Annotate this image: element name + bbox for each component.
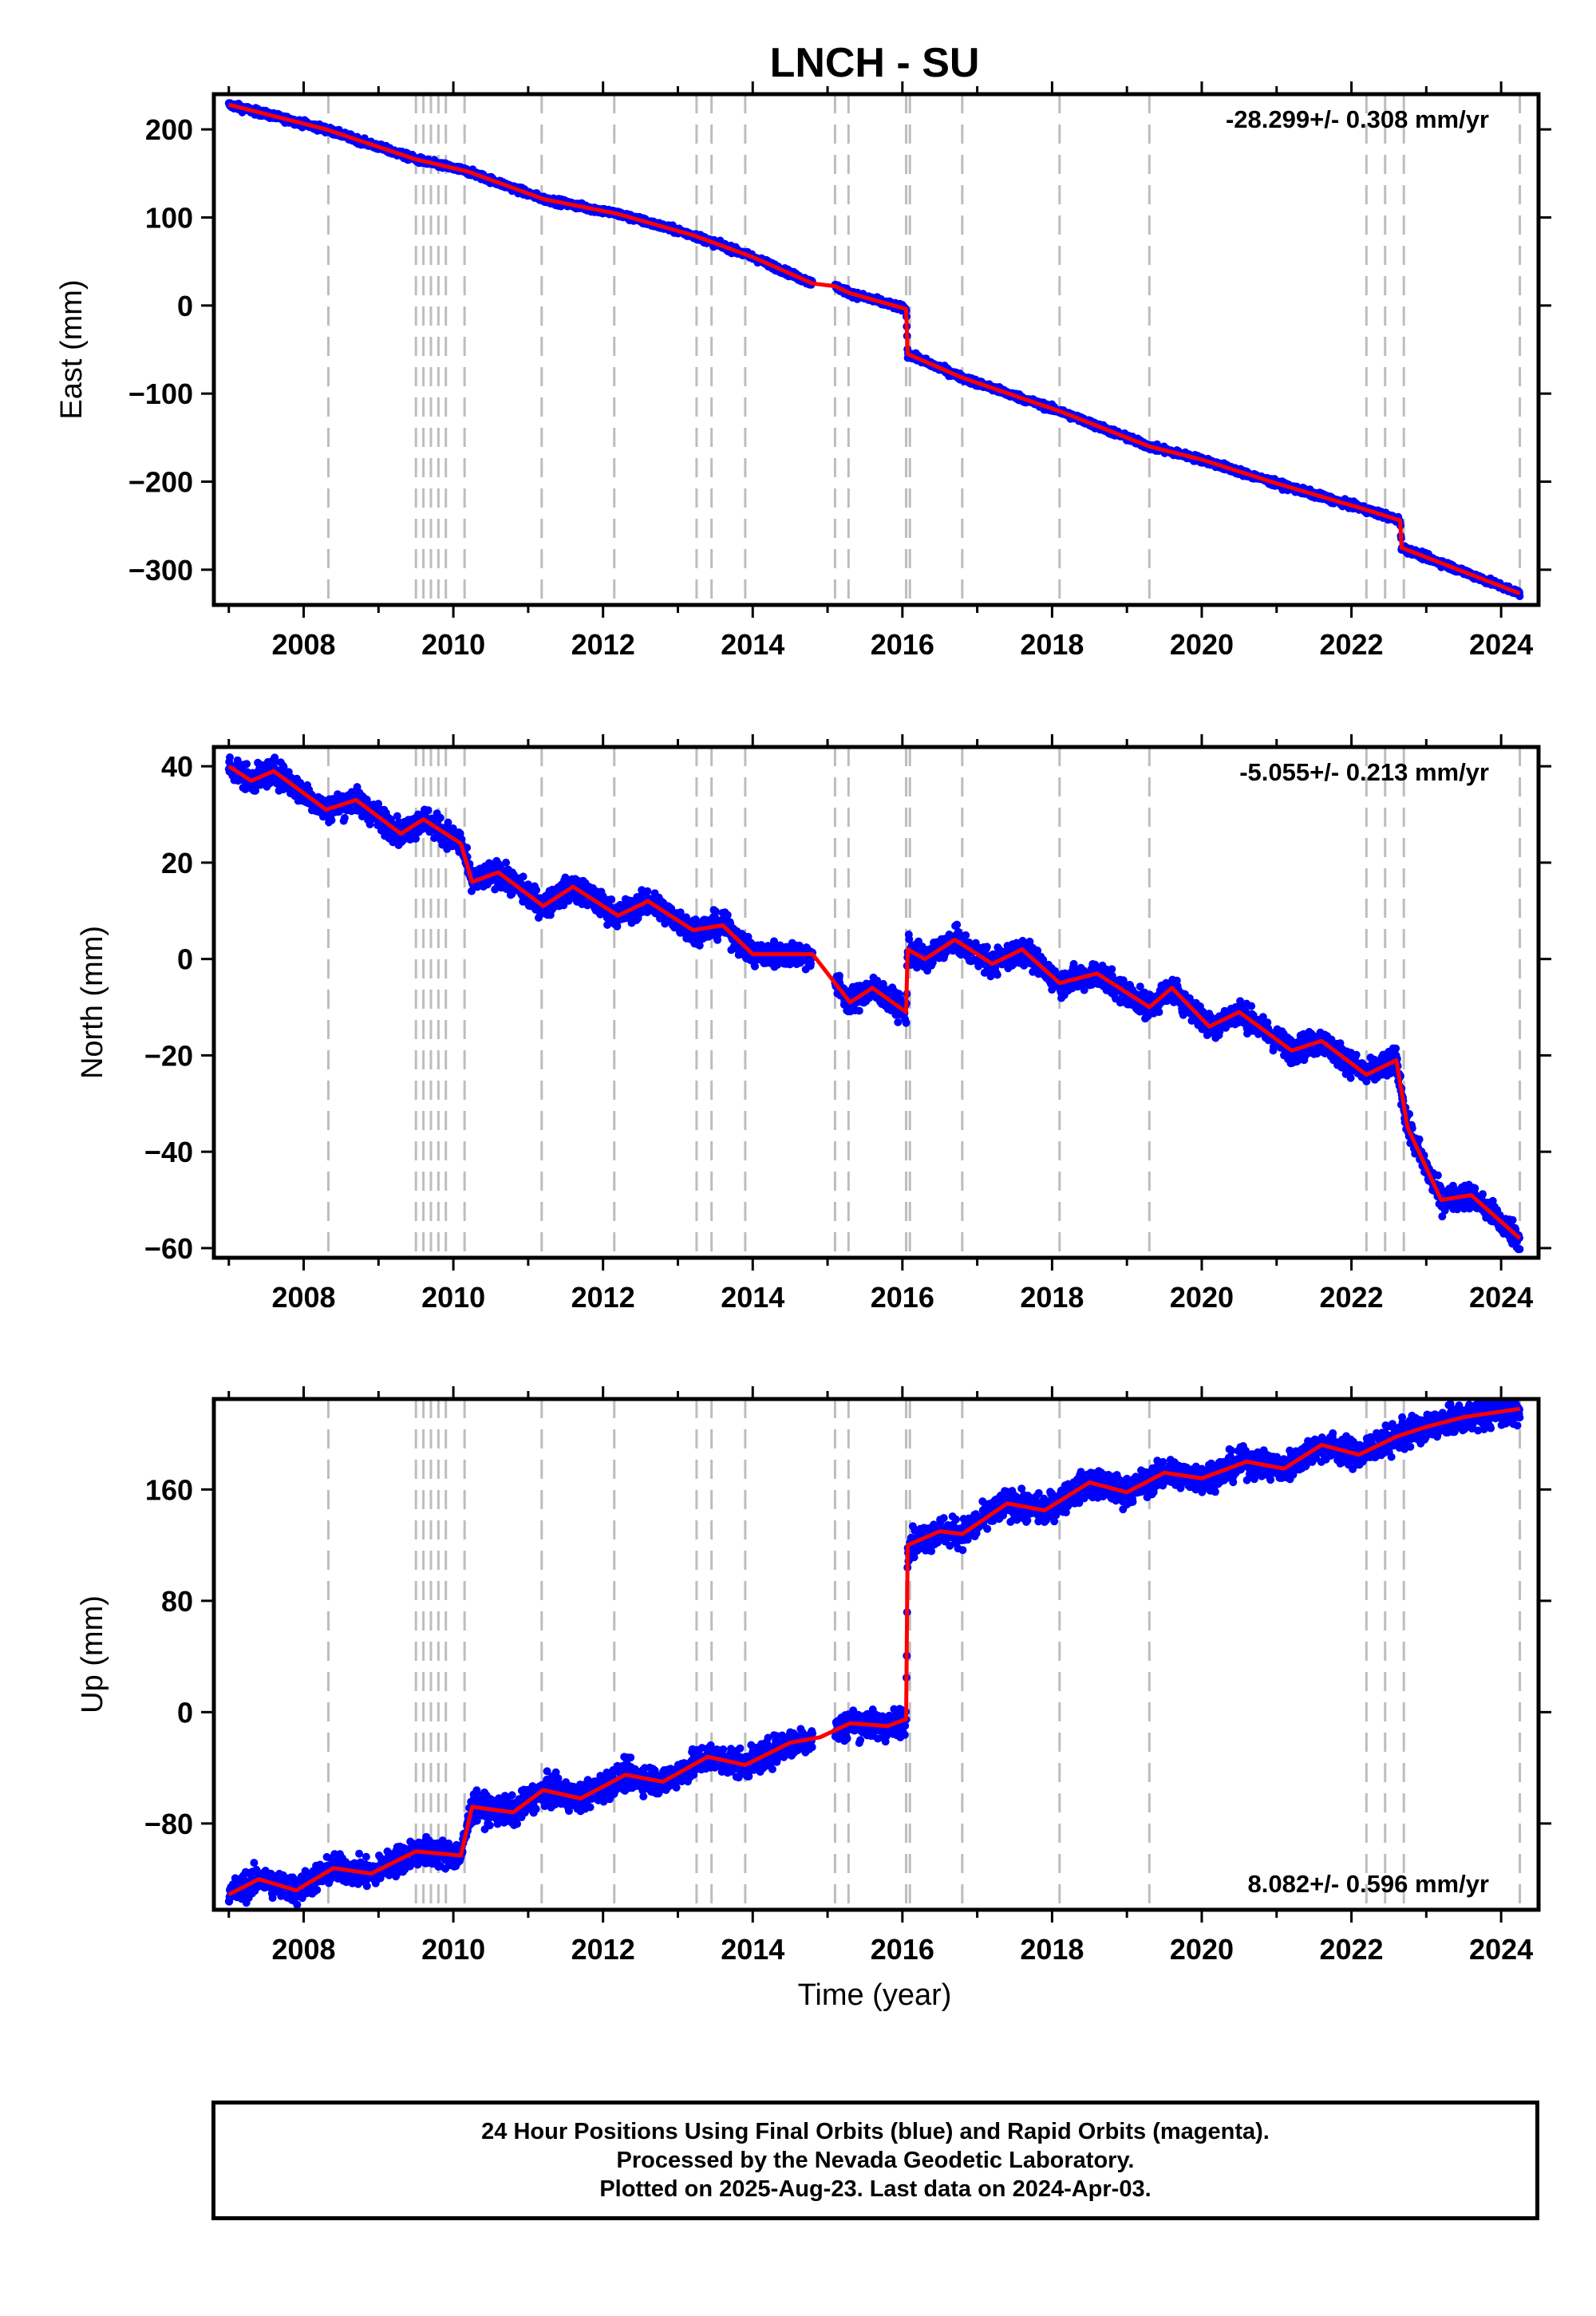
event-lines [326,94,1522,605]
event-lines [326,747,1522,1258]
data-points-north [224,753,1524,1254]
data-points-east [224,99,1524,600]
plot-frame [211,92,1541,607]
y-tick-label: 200 [145,113,193,146]
data-point [519,872,527,881]
y-tick-label: 100 [145,201,193,234]
y-ticks: −300 −200 −100 0 100 200 [128,113,1551,587]
data-point [340,813,349,822]
x-tick-label: 2014 [721,628,784,661]
x-tick-label: 2010 [421,628,485,661]
x-tick-label: 2016 [871,628,934,661]
x-tick-label: 2008 [271,628,335,661]
x-tick-label: 2018 [1020,628,1084,661]
y-axis-label: East (mm) [55,279,89,419]
x-tick-label: 2020 [1170,628,1234,661]
data-point [436,813,444,822]
y-tick-label: −300 [128,554,193,587]
y-tick-label: −100 [128,377,193,410]
rate-label: -28.299+/- 0.308 mm/yr [1226,105,1489,133]
panels: 2008 2010 2012 2014 2016 2018 2020 2022 2024 −300… [55,81,1551,1966]
panel-east: 2008 2010 2012 2014 2016 2018 2020 2022 2024 −300… [55,81,1551,661]
y-tick-label: −200 [128,466,193,499]
data-point [532,886,541,895]
data-point [226,753,234,761]
panel-north: 2008 2010 2012 2014 2016 2018 2020 2022 2024−60−… [76,734,1551,1314]
y-tick-label: 0 [177,290,193,322]
x-tick-label: 2024 [1469,628,1533,661]
data-point [327,816,336,824]
data-point [502,858,511,867]
data-point [243,760,251,769]
data-point [424,806,433,815]
x-tick-label: 2022 [1319,628,1383,661]
x-tick-label: 2012 [571,628,635,661]
figure-title: LNCH - SU [770,40,980,86]
